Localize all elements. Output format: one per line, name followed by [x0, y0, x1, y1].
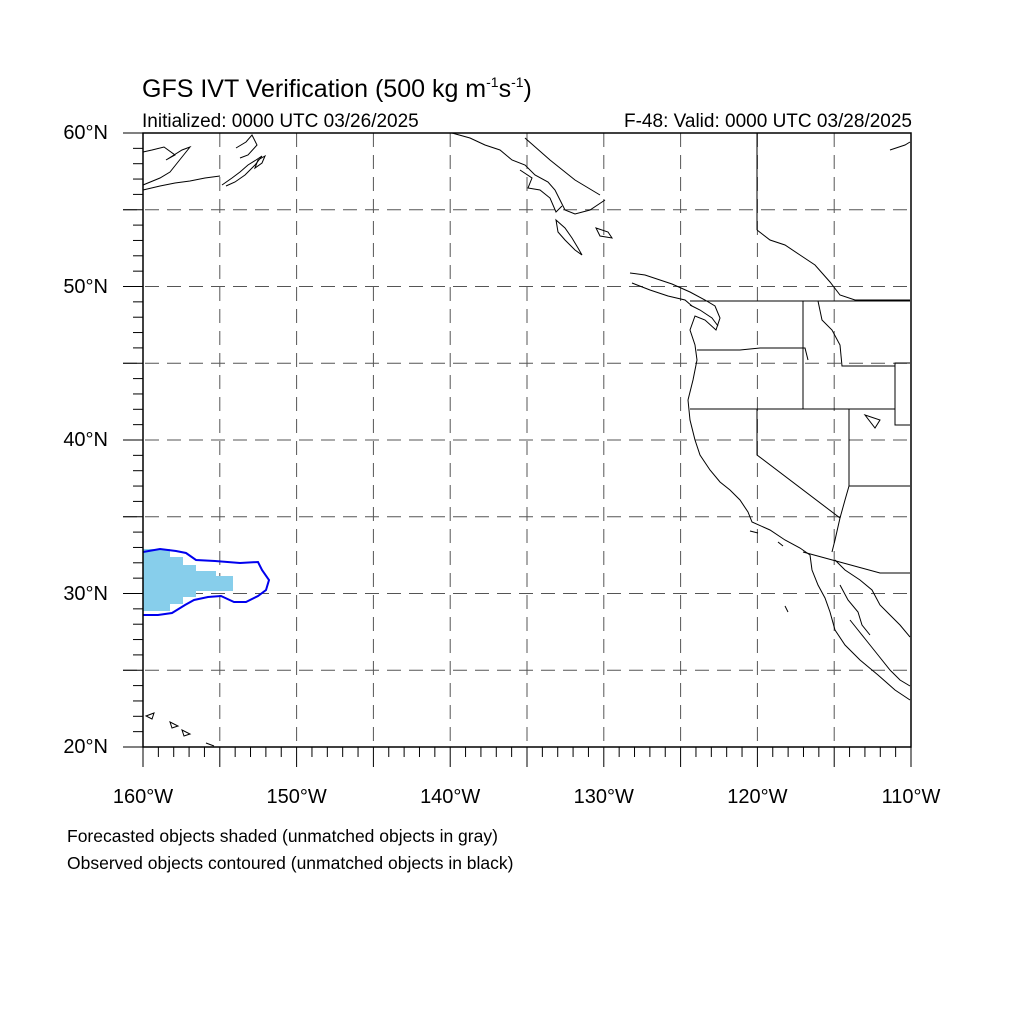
lat-label: 50°N — [63, 275, 108, 298]
initialized-time: Initialized: 0000 UTC 03/26/2025 — [142, 111, 419, 132]
lon-label: 160°W — [112, 786, 174, 808]
lon-label: 110°W — [881, 786, 941, 808]
political-borders — [690, 133, 910, 574]
lon-label: 150°W — [266, 786, 327, 808]
lat-lon-grid — [123, 133, 911, 747]
valid-time: F-48: Valid: 0000 UTC 03/28/2025 — [624, 111, 912, 132]
map-title: GFS IVT Verification (500 kg m-1s-1) — [142, 74, 532, 103]
coastlines — [142, 132, 911, 747]
observed-legend-note: Observed objects contoured (unmatched ob… — [67, 853, 514, 873]
forecast-legend-note: Forecasted objects shaded (unmatched obj… — [67, 826, 498, 846]
map-frame — [142, 132, 912, 748]
lon-label: 140°W — [420, 786, 481, 808]
lat-label: 30°N — [63, 582, 108, 605]
lon-label: 120°W — [727, 786, 788, 808]
forecast-object — [143, 549, 233, 611]
lat-label: 60°N — [63, 122, 108, 144]
lat-label: 20°N — [63, 736, 108, 758]
axis-ticks — [123, 132, 912, 767]
observed-object-contour — [142, 547, 271, 616]
lat-label: 40°N — [63, 429, 108, 451]
lon-label: 130°W — [573, 786, 634, 808]
